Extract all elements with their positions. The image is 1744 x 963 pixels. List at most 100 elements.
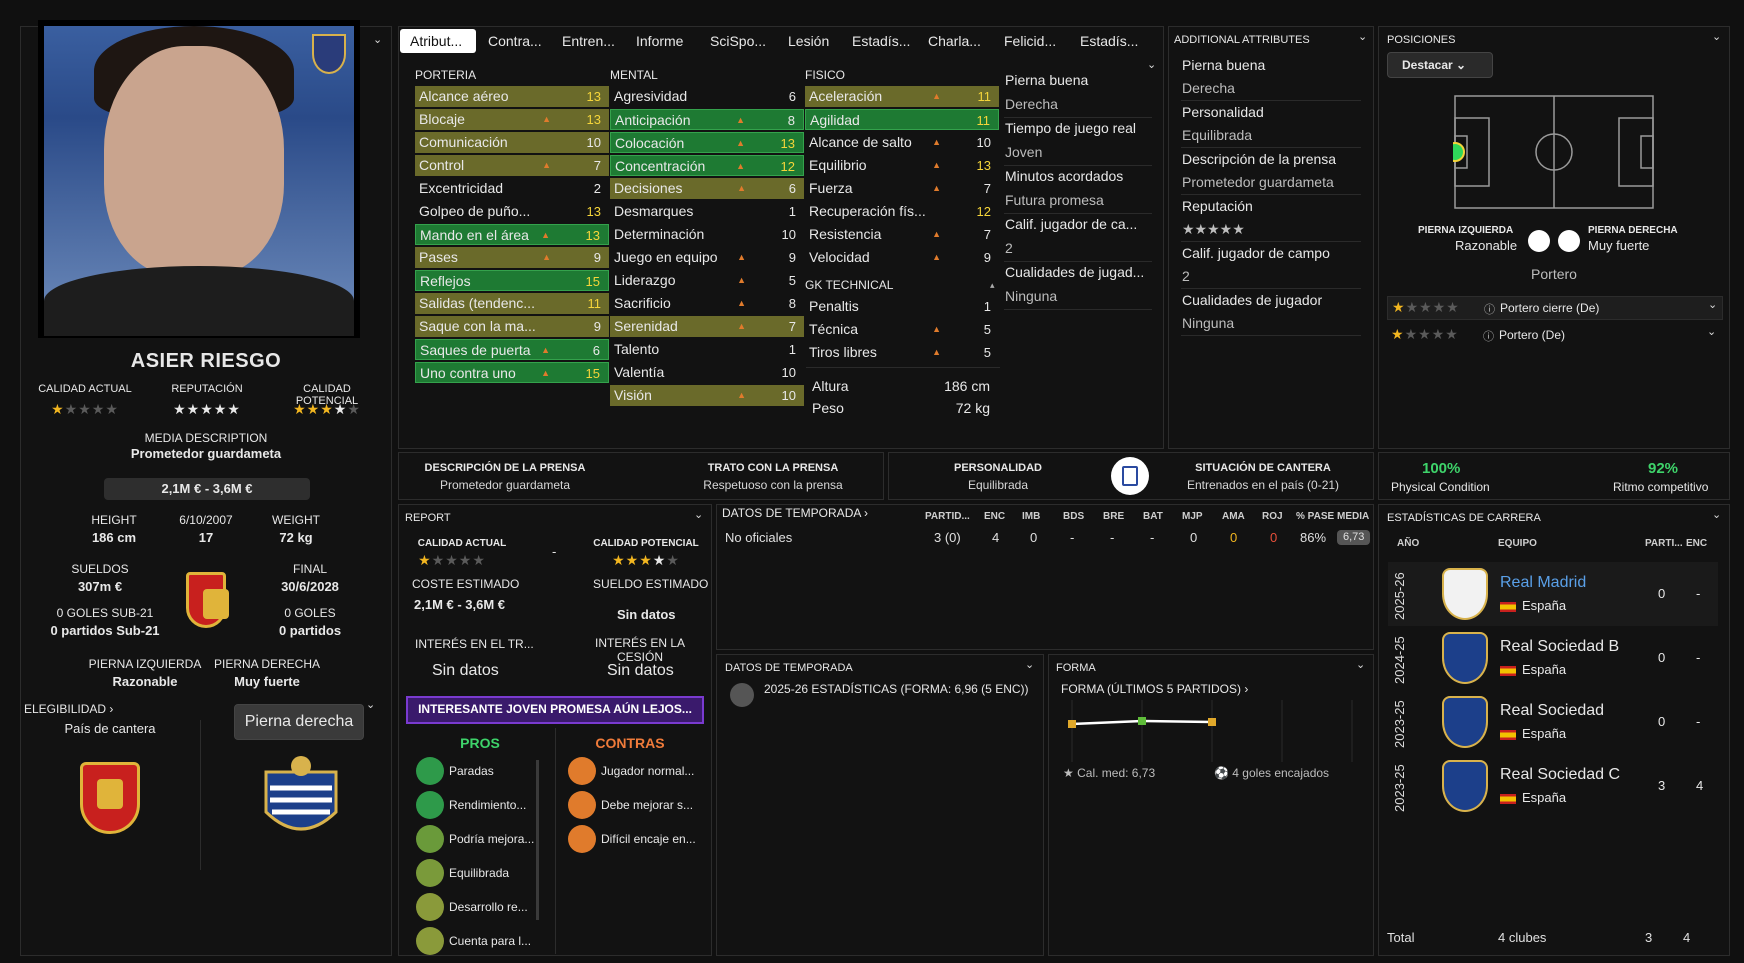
attribute-row[interactable]: Concentración ▲ 12 (610, 155, 804, 176)
role-row[interactable]: ★★★★★ ⓘ Portero (De) ⌄ (1387, 324, 1723, 348)
tab-5[interactable]: Lesión (788, 33, 830, 49)
season-header: % PASE (1296, 511, 1335, 522)
chevron-down-icon[interactable]: ⌄ (1147, 59, 1157, 71)
chevron-down-icon[interactable]: ⌄ (1025, 659, 1035, 671)
report-summary-banner[interactable]: INTERESANTE JOVEN PROMESA AÚN LEJOS... (406, 696, 704, 724)
chevron-down-icon[interactable]: ⌄ (373, 34, 383, 46)
attribute-row[interactable]: Equilibrio ▲ 13 (805, 155, 999, 176)
tab-0[interactable]: Atribut... (400, 29, 476, 53)
attribute-row[interactable]: Saque con la ma... 9 (415, 316, 609, 337)
age-value: 17 (198, 530, 214, 545)
attribute-row[interactable]: Salidas (tendenc... 11 (415, 293, 609, 314)
season-stats-line[interactable]: 2025-26 ESTADÍSTICAS (FORMA: 6,96 (5 ENC… (764, 682, 1029, 696)
attribute-row[interactable]: Velocidad ▲ 9 (805, 247, 999, 268)
attribute-row[interactable]: Saques de puerta ▲ 6 (415, 339, 609, 360)
tab-3[interactable]: Informe (636, 33, 684, 49)
attribute-row[interactable]: Alcance aéreo 13 (415, 86, 609, 107)
real-sociedad-crest (1442, 760, 1488, 812)
chevron-down-icon[interactable]: ⌄ (1708, 299, 1718, 311)
attribute-row[interactable]: Decisiones ▲ 6 (610, 178, 804, 199)
physical-condition-label: Physical Condition (1391, 480, 1490, 494)
attribute-row[interactable]: Técnica ▲ 5 (805, 319, 999, 340)
media-description-value: Prometedor guardameta (130, 446, 282, 461)
pro-item[interactable]: Desarrollo re... (449, 900, 528, 914)
tab-9[interactable]: Estadís... (1080, 33, 1139, 49)
chevron-down-icon[interactable]: ⌄ (1358, 31, 1368, 43)
chevron-down-icon[interactable]: ⌄ (1707, 326, 1717, 338)
attribute-row[interactable]: Control ▲ 7 (415, 155, 609, 176)
attribute-row[interactable]: Recuperación fís... 12 (805, 201, 999, 222)
career-row[interactable]: 2025-26 Real Madrid España 0 - (1388, 562, 1718, 626)
tab-2[interactable]: Entren... (562, 33, 615, 49)
attribute-row[interactable]: Visión ▲ 10 (610, 385, 804, 406)
attribute-row[interactable]: Resistencia ▲ 7 (805, 224, 999, 245)
career-row[interactable]: 2023-25 Real Sociedad C España 3 4 (1388, 754, 1718, 818)
eligibility-link[interactable]: ELEGIBILIDAD › (24, 702, 113, 716)
extra-attr-value: Ninguna (1005, 288, 1058, 304)
form-conceded: ⚽ 4 goles encajados (1214, 766, 1329, 780)
highlight-dropdown[interactable]: Destacar ⌄ (1387, 52, 1493, 78)
team-name[interactable]: Real Madrid (1500, 574, 1587, 591)
form-subtitle[interactable]: FORMA (ÚLTIMOS 5 PARTIDOS) › (1061, 682, 1248, 696)
chevron-right-icon: › (864, 506, 869, 520)
attribute-row[interactable]: Talento 1 (610, 339, 804, 360)
attribute-row[interactable]: Fuerza ▲ 7 (805, 178, 999, 199)
attribute-row[interactable]: Valentía 10 (610, 362, 804, 383)
attribute-row[interactable]: Sacrificio ▲ 8 (610, 293, 804, 314)
pro-item[interactable]: Cuenta para l... (449, 934, 532, 948)
foot-dropdown-button[interactable]: Pierna derecha (234, 704, 364, 740)
attribute-row[interactable]: Golpeo de puño... 13 (415, 201, 609, 222)
tab-6[interactable]: Estadís... (852, 33, 911, 49)
attribute-row[interactable]: Reflejos 15 (415, 270, 609, 291)
attribute-row[interactable]: Uno contra uno ▲ 15 (415, 362, 609, 383)
attribute-row[interactable]: Anticipación ▲ 8 (610, 109, 804, 130)
attribute-row[interactable]: Excentricidad 2 (415, 178, 609, 199)
attribute-row[interactable]: Tiros libres ▲ 5 (805, 342, 999, 363)
pros-scrollbar[interactable] (536, 760, 539, 920)
chevron-down-icon[interactable]: ⌄ (1712, 31, 1722, 43)
chevron-down-icon[interactable]: ⌄ (1712, 509, 1722, 521)
tab-8[interactable]: Felicid... (1004, 33, 1057, 49)
chevron-down-icon[interactable]: ⌄ (366, 699, 376, 711)
attribute-row[interactable]: Aceleración ▲ 11 (805, 86, 999, 107)
season-data-title[interactable]: DATOS DE TEMPORADA › (722, 506, 868, 520)
attribute-row[interactable]: Serenidad ▲ 7 (610, 316, 804, 337)
attribute-row[interactable]: Colocación ▲ 13 (610, 132, 804, 153)
pro-item[interactable]: Podría mejora... (449, 832, 535, 846)
attribute-row[interactable]: Alcance de salto ▲ 10 (805, 132, 999, 153)
height-value: 186 cm (91, 530, 137, 545)
attribute-name: Fuerza (809, 180, 853, 196)
additional-attr-key: Personalidad (1182, 104, 1264, 120)
con-item[interactable]: Debe mejorar s... (601, 798, 694, 812)
season-header: BAT (1143, 511, 1163, 522)
pro-item[interactable]: Paradas (449, 764, 494, 778)
pro-item[interactable]: Rendimiento... (449, 798, 527, 812)
tab-1[interactable]: Contra... (488, 33, 542, 49)
attribute-row[interactable]: Agilidad 11 (805, 109, 999, 130)
con-item[interactable]: Jugador normal... (601, 764, 695, 778)
chevron-down-icon[interactable]: ⌄ (694, 509, 704, 521)
career-row[interactable]: 2024-25 Real Sociedad B España 0 - (1388, 626, 1718, 690)
pro-item[interactable]: Equilibrada (449, 866, 510, 880)
tab-4[interactable]: SciSpo... (710, 33, 767, 49)
tab-7[interactable]: Charla... (928, 33, 981, 49)
form-average: ★ Cal. med: 6,73 (1063, 766, 1155, 780)
con-icon (568, 757, 596, 785)
attribute-row[interactable]: Pases ▲ 9 (415, 247, 609, 268)
press-treat-value: Respetuoso con la prensa (703, 478, 843, 492)
attribute-row[interactable]: Desmarques 1 (610, 201, 804, 222)
role-row[interactable]: ★★★★★ ⓘ Portero cierre (De) ⌄ (1387, 296, 1723, 320)
career-row[interactable]: 2023-25 Real Sociedad España 0 - (1388, 690, 1718, 754)
extra-attr-value: Futura promesa (1005, 192, 1104, 208)
attribute-row[interactable]: Liderazgo ▲ 5 (610, 270, 804, 291)
pos-left-foot-label: PIERNA IZQUIERDA (1418, 225, 1514, 236)
attribute-row[interactable]: Comunicación 10 (415, 132, 609, 153)
attribute-row[interactable]: Determinación 10 (610, 224, 804, 245)
attribute-row[interactable]: Mando en el área ▲ 13 (415, 224, 609, 245)
attribute-row[interactable]: Agresividad 6 (610, 86, 804, 107)
chevron-down-icon[interactable]: ⌄ (1356, 659, 1366, 671)
attribute-row[interactable]: Blocaje ▲ 13 (415, 109, 609, 130)
con-item[interactable]: Difícil encaje en... (601, 832, 696, 846)
attribute-row[interactable]: Juego en equipo ▲ 9 (610, 247, 804, 268)
attribute-row[interactable]: Penaltis 1 (805, 296, 999, 317)
